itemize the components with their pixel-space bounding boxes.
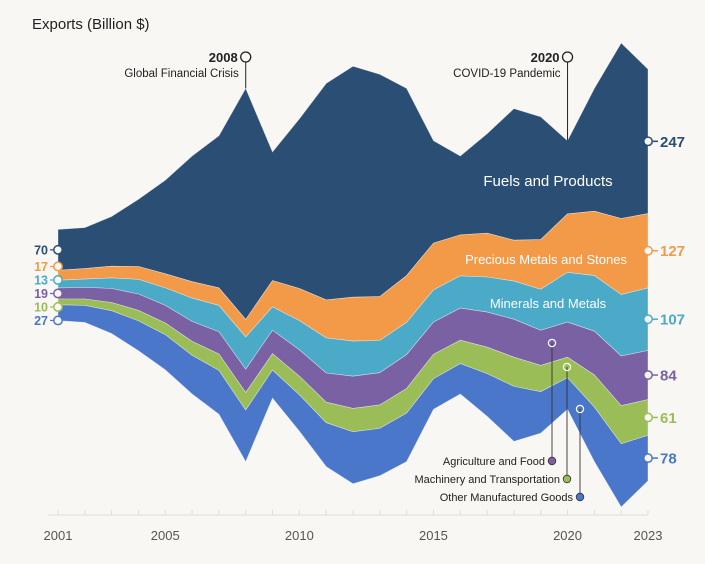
x-tick-label: 2023 (634, 528, 663, 543)
end-value-label: 78 (660, 451, 677, 468)
x-tick-label: 2005 (151, 528, 180, 543)
end-marker (643, 136, 653, 147)
legend-dot (547, 456, 557, 466)
end-marker (643, 412, 653, 423)
x-tick-label: 2020 (553, 528, 582, 543)
x-tick-label: 2010 (285, 528, 314, 543)
annotation-text: Global Financial Crisis (124, 68, 239, 80)
legend-label: Agriculture and Food (443, 456, 545, 468)
end-value-label: 247 (660, 134, 685, 151)
end-value-label: 107 (660, 312, 685, 329)
legend-dot (562, 474, 572, 484)
end-value-label: 61 (660, 410, 677, 427)
end-marker (643, 453, 653, 464)
start-marker (53, 302, 63, 312)
legend-label: Machinery and Transportation (414, 474, 560, 486)
annotation-marker (561, 51, 574, 63)
start-marker (53, 261, 63, 272)
inline-label-1: Precious Metals and Stones (465, 252, 627, 267)
inline-label-0: Fuels and Products (483, 173, 612, 190)
legend-target-marker (575, 404, 585, 414)
end-value-label: 127 (660, 243, 685, 260)
legend-target-marker (547, 338, 557, 348)
start-marker (53, 275, 63, 285)
annotation-year: 2020 (531, 50, 560, 65)
start-value-label: 19 (34, 287, 48, 301)
inline-label-2: Minerals and Metals (490, 296, 607, 311)
annotation-marker (240, 51, 252, 63)
legend-label: Other Manufactured Goods (440, 492, 574, 504)
area-other-manufactured-goods (57, 304, 649, 508)
start-value-label: 27 (34, 314, 48, 328)
end-marker (643, 314, 653, 325)
start-marker (53, 288, 63, 299)
end-value-label: 84 (660, 368, 677, 385)
annotation-text: COVID-19 Pandemic (453, 68, 561, 80)
legend-dot (575, 492, 585, 502)
annotation-year: 2008 (209, 50, 238, 65)
start-value-label: 17 (34, 260, 48, 274)
start-marker (53, 244, 63, 255)
start-value-label: 13 (34, 273, 48, 287)
x-tick-label: 2015 (419, 528, 448, 543)
end-marker (643, 245, 653, 256)
chart-title: Exports (Billion $) (32, 16, 150, 33)
start-marker (53, 315, 63, 326)
legend-target-marker (562, 362, 572, 372)
start-value-label: 70 (34, 243, 48, 257)
x-tick-label: 2001 (44, 528, 73, 543)
end-marker (643, 370, 653, 380)
start-value-label: 10 (34, 300, 48, 314)
